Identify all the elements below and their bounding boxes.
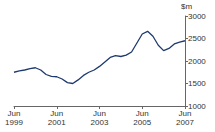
svg-text:2001: 2001 bbox=[48, 118, 66, 127]
svg-text:2005: 2005 bbox=[133, 118, 151, 127]
svg-text:1500: 1500 bbox=[188, 79, 206, 88]
svg-text:3000: 3000 bbox=[188, 12, 206, 21]
svg-text:2500: 2500 bbox=[188, 34, 206, 43]
svg-text:Jun: Jun bbox=[50, 109, 63, 118]
svg-text:Jun: Jun bbox=[8, 109, 21, 118]
svg-text:Jun: Jun bbox=[179, 109, 192, 118]
svg-text:2007: 2007 bbox=[176, 118, 194, 127]
svg-text:1000: 1000 bbox=[188, 101, 206, 111]
svg-text:Jun: Jun bbox=[136, 109, 149, 118]
svg-text:2003: 2003 bbox=[91, 118, 109, 127]
svg-text:2000: 2000 bbox=[188, 57, 206, 66]
svg-text:Jun: Jun bbox=[93, 109, 106, 118]
svg-text:$m: $m bbox=[181, 2, 192, 11]
svg-text:1999: 1999 bbox=[5, 118, 23, 127]
